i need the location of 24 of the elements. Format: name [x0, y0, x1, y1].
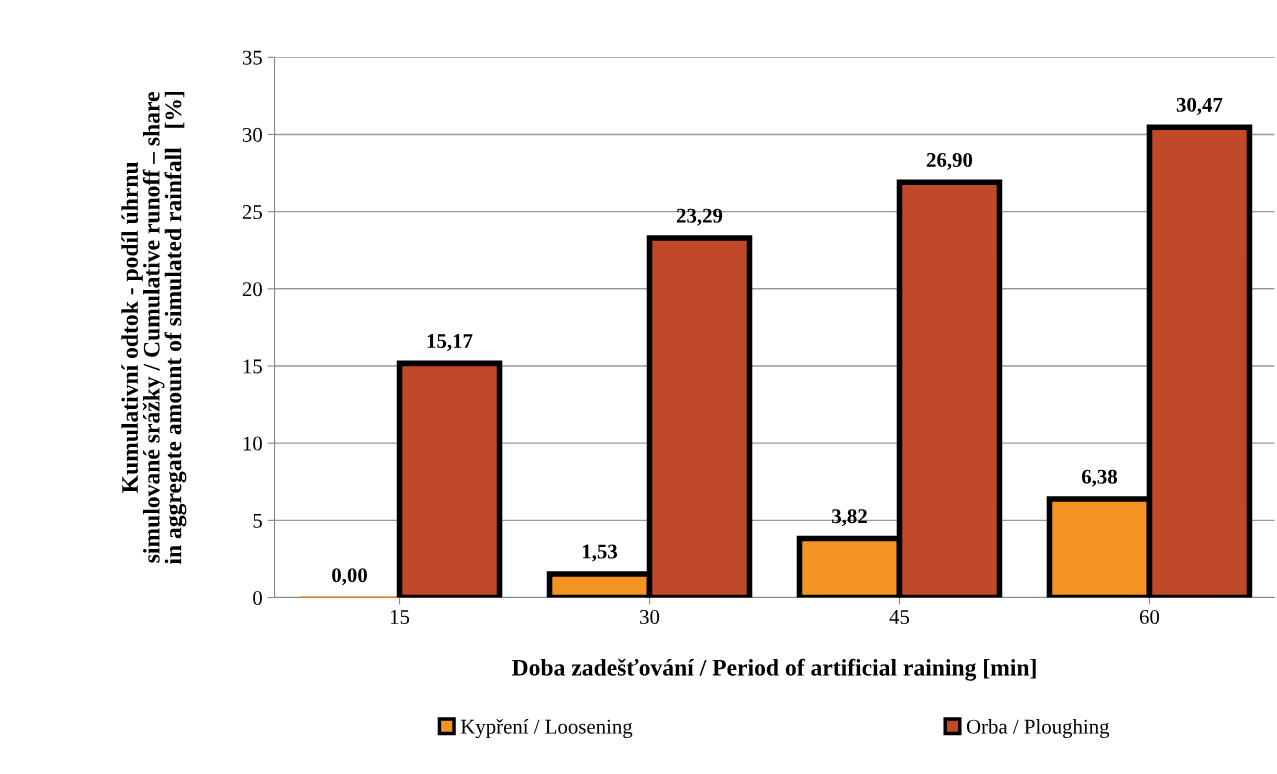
data-label: 30,47 [1176, 97, 1223, 115]
data-label: 0,00 [332, 568, 367, 586]
y-axis-title: Kumulativní odtok - podíl úhrnu simulované srážky / Cumulative runoff – share in aggregate amount of simulated rainfall [%] [121, 91, 187, 565]
y-tick-label: 0 [253, 590, 262, 605]
data-label: 1,53 [582, 544, 618, 562]
data-label: 23,29 [676, 208, 723, 226]
data-label: 6,38 [1081, 469, 1117, 487]
data-label: 26,90 [926, 152, 973, 170]
y-tick-label: 25 [242, 205, 262, 220]
y-tick-label: 35 [242, 50, 262, 65]
y-tick-label: 15 [243, 359, 262, 374]
y-tick-label: 30 [242, 127, 262, 142]
x-tick-label: 15 [390, 610, 410, 624]
x-tick-label: 30 [640, 609, 660, 624]
y-tick-label: 20 [242, 282, 262, 297]
data-label: 3,82 [832, 509, 867, 527]
x-tick-label: 45 [889, 610, 910, 624]
x-axis-title: Doba zadešťování / Period of artificial raining [min] [512, 658, 1036, 681]
y-tick-label: 5 [253, 513, 262, 528]
legend-label: Kypření / Loosening [460, 719, 633, 738]
x-tick-label: 60 [1139, 609, 1160, 624]
legend-label: Orba / Ploughing [966, 719, 1110, 738]
y-tick-label: 10 [243, 436, 262, 451]
data-label: 15,17 [427, 334, 473, 352]
